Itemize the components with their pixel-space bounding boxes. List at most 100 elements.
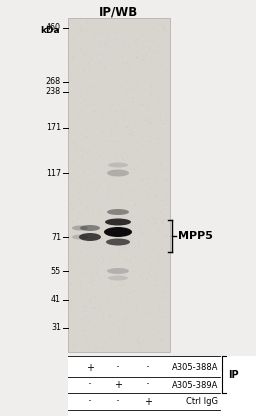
Point [109, 50, 113, 57]
Point [136, 109, 140, 116]
Point [114, 52, 119, 59]
Point [100, 188, 104, 194]
Point [71, 345, 75, 352]
Point [76, 72, 80, 79]
Point [111, 174, 115, 181]
Point [102, 176, 106, 183]
Point [165, 295, 169, 301]
Point [138, 305, 143, 311]
Point [149, 84, 153, 91]
Point [100, 235, 104, 242]
Point [85, 19, 89, 26]
Point [136, 78, 140, 85]
Point [78, 210, 82, 217]
Point [150, 60, 154, 67]
Point [163, 280, 167, 286]
Point [121, 246, 125, 253]
Point [112, 186, 116, 193]
Point [144, 52, 148, 59]
Point [133, 268, 137, 275]
Point [130, 234, 134, 241]
Point [72, 262, 76, 269]
Point [122, 195, 126, 202]
Point [85, 204, 89, 210]
Point [100, 193, 104, 199]
Point [153, 220, 157, 226]
Point [107, 334, 111, 341]
Point [116, 237, 120, 243]
Point [78, 277, 82, 284]
Point [155, 121, 159, 128]
Point [149, 20, 153, 27]
Point [130, 288, 134, 295]
Point [75, 43, 79, 50]
Point [165, 177, 169, 184]
Point [101, 117, 105, 124]
Point [144, 97, 148, 103]
Point [126, 57, 130, 63]
Point [136, 49, 140, 56]
Text: 41: 41 [51, 295, 61, 305]
Point [165, 117, 169, 124]
Point [72, 36, 77, 42]
Point [96, 172, 100, 179]
Point [126, 344, 130, 351]
Point [119, 267, 123, 274]
Point [161, 193, 165, 199]
Point [156, 124, 161, 130]
Point [86, 18, 90, 25]
Point [160, 55, 164, 62]
Point [83, 327, 87, 334]
Point [159, 117, 163, 124]
Point [147, 223, 151, 230]
Point [157, 228, 161, 235]
Point [90, 265, 94, 272]
Point [145, 276, 149, 282]
Point [93, 158, 98, 165]
Point [133, 202, 137, 208]
Point [91, 212, 95, 218]
Point [142, 45, 146, 52]
Point [74, 221, 79, 228]
Point [91, 26, 95, 32]
Point [70, 307, 74, 314]
Point [85, 313, 89, 319]
Point [100, 209, 104, 215]
Point [73, 148, 78, 154]
Point [157, 136, 161, 142]
Point [88, 300, 92, 307]
Point [119, 82, 123, 89]
Point [157, 43, 161, 50]
Point [141, 32, 145, 39]
Point [126, 186, 131, 193]
Point [127, 236, 132, 243]
Point [135, 66, 139, 72]
Point [97, 275, 101, 282]
Point [124, 279, 128, 285]
Point [113, 36, 118, 43]
Point [69, 234, 73, 241]
Point [154, 147, 158, 154]
Point [86, 84, 90, 91]
Point [140, 102, 144, 108]
Point [154, 180, 158, 186]
Point [90, 55, 94, 62]
Point [152, 107, 156, 114]
Point [165, 84, 169, 90]
Point [89, 72, 93, 78]
Point [80, 328, 84, 334]
Point [92, 133, 96, 140]
Text: ·: · [88, 379, 92, 391]
Point [130, 303, 134, 310]
Point [119, 294, 123, 301]
Point [152, 88, 156, 94]
Point [100, 227, 104, 234]
Point [103, 119, 107, 126]
Point [134, 201, 138, 208]
Point [111, 83, 115, 89]
Point [94, 156, 98, 163]
Point [101, 71, 105, 77]
Point [97, 107, 101, 114]
Point [116, 101, 120, 107]
Point [141, 320, 145, 327]
